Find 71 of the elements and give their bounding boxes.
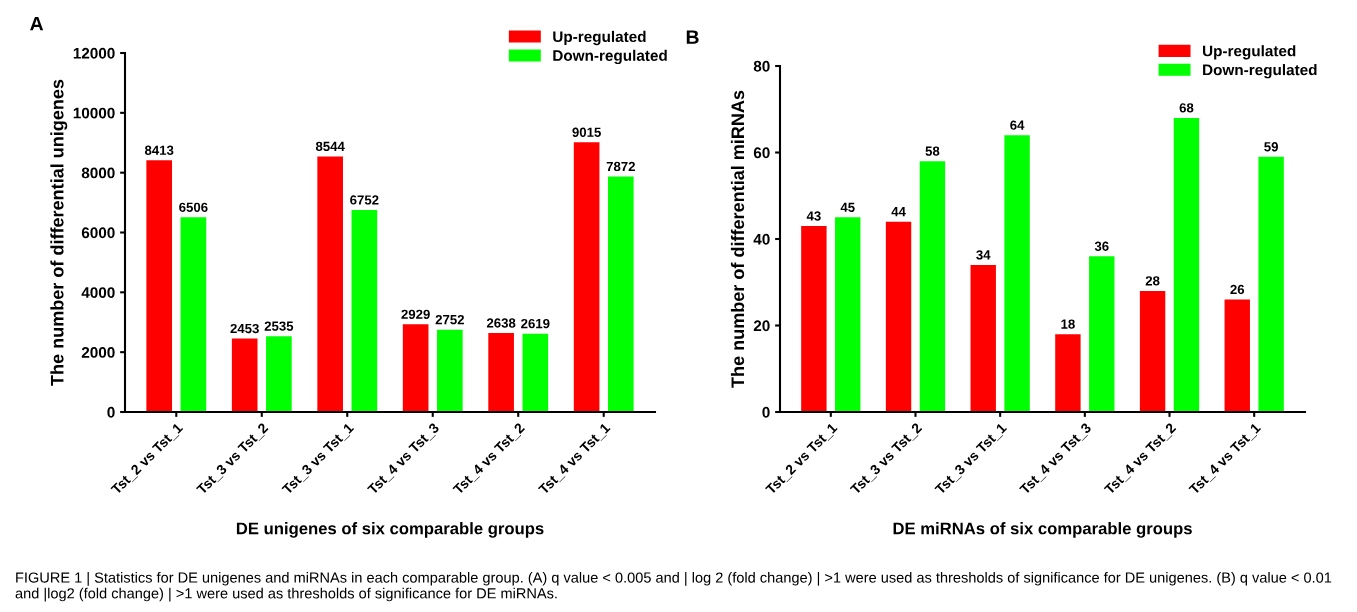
bar	[1258, 156, 1284, 412]
data-label: 6506	[179, 202, 208, 212]
bar	[351, 210, 378, 412]
bar	[180, 217, 207, 412]
bar	[970, 264, 996, 412]
bar	[1055, 334, 1081, 412]
bar	[919, 161, 946, 412]
y-tick-label: 6000	[81, 227, 115, 239]
y-tick-label: 60	[753, 147, 770, 159]
data-label: 2619	[521, 318, 550, 329]
bar	[1139, 290, 1166, 412]
y-tick-label: 8000	[81, 167, 115, 179]
x-axis-title: DE miRNAs of six comparable groups	[893, 522, 1192, 538]
y-tick-label: 0	[107, 406, 115, 418]
bar	[801, 226, 827, 412]
bar	[317, 156, 343, 412]
bar	[607, 176, 634, 412]
data-label: 8544	[315, 141, 345, 152]
chart-title: B	[686, 30, 699, 44]
data-label: 2929	[401, 309, 430, 319]
data-label: 68	[1179, 103, 1194, 113]
data-label: 45	[840, 202, 855, 212]
legend-label: Down-regulated	[553, 49, 667, 65]
legend-label: Down-regulated	[1203, 64, 1317, 79]
bar	[402, 324, 429, 412]
bar	[231, 338, 258, 412]
data-label: 18	[1061, 319, 1075, 329]
bar	[835, 217, 861, 412]
bar	[437, 329, 463, 412]
data-label: 7872	[606, 161, 635, 172]
legend-label: Up-regulated	[1202, 45, 1296, 60]
y-tick-label: 4000	[81, 287, 115, 299]
y-tick-label: 40	[753, 233, 770, 245]
bar	[146, 160, 173, 412]
legend-label: Up-regulated	[553, 30, 646, 46]
bar	[488, 333, 514, 412]
bar	[885, 221, 912, 412]
y-tick-label: 80	[753, 60, 770, 72]
data-label: 26	[1230, 284, 1245, 295]
bar	[266, 336, 292, 412]
bar	[1004, 135, 1030, 412]
data-label: 64	[1010, 120, 1025, 130]
data-label: 8413	[144, 145, 174, 155]
data-label: 28	[1145, 276, 1160, 286]
data-label: 6752	[350, 195, 379, 205]
data-label: 2638	[486, 318, 516, 328]
data-label: 2535	[264, 321, 294, 331]
bar	[573, 142, 600, 412]
y-tick-label: 2000	[81, 347, 115, 358]
data-label: 34	[976, 250, 991, 260]
x-axis-title: DE unigenes of six comparable groups	[236, 522, 544, 538]
chart-title: A	[30, 16, 44, 31]
data-label: 2752	[435, 314, 464, 325]
data-label: 44	[891, 207, 906, 217]
caption: FIGURE 1 | Statistics for DE unigenes and miRNAs in each comparable group. (A) q value < 0.005 and | log 2 (fold change) | >1 were used as thresholds of significance for DE unigenes. (B) q value < 0.01 and |log2 (fold change) | >1 were used as thresholds of significance for DE miRNAs.	[15, 572, 1332, 602]
y-tick-label: 12000	[73, 47, 115, 59]
data-label: 58	[925, 146, 940, 156]
y-tick-label: 0	[762, 406, 770, 418]
bar	[1173, 117, 1200, 412]
y-axis-title: The number of differential miRNAs	[730, 90, 745, 388]
y-tick-label: 20	[753, 320, 770, 332]
data-label: 43	[806, 211, 821, 221]
y-axis-title: The number of differential unigenes	[50, 79, 68, 386]
data-label: 59	[1264, 142, 1278, 152]
data-label: 36	[1094, 241, 1109, 251]
y-tick-label: 10000	[73, 107, 115, 119]
data-label: 2453	[230, 323, 259, 334]
data-label: 9015	[572, 127, 601, 137]
bar	[1089, 256, 1115, 412]
bar	[522, 333, 549, 412]
bar	[1224, 299, 1250, 412]
